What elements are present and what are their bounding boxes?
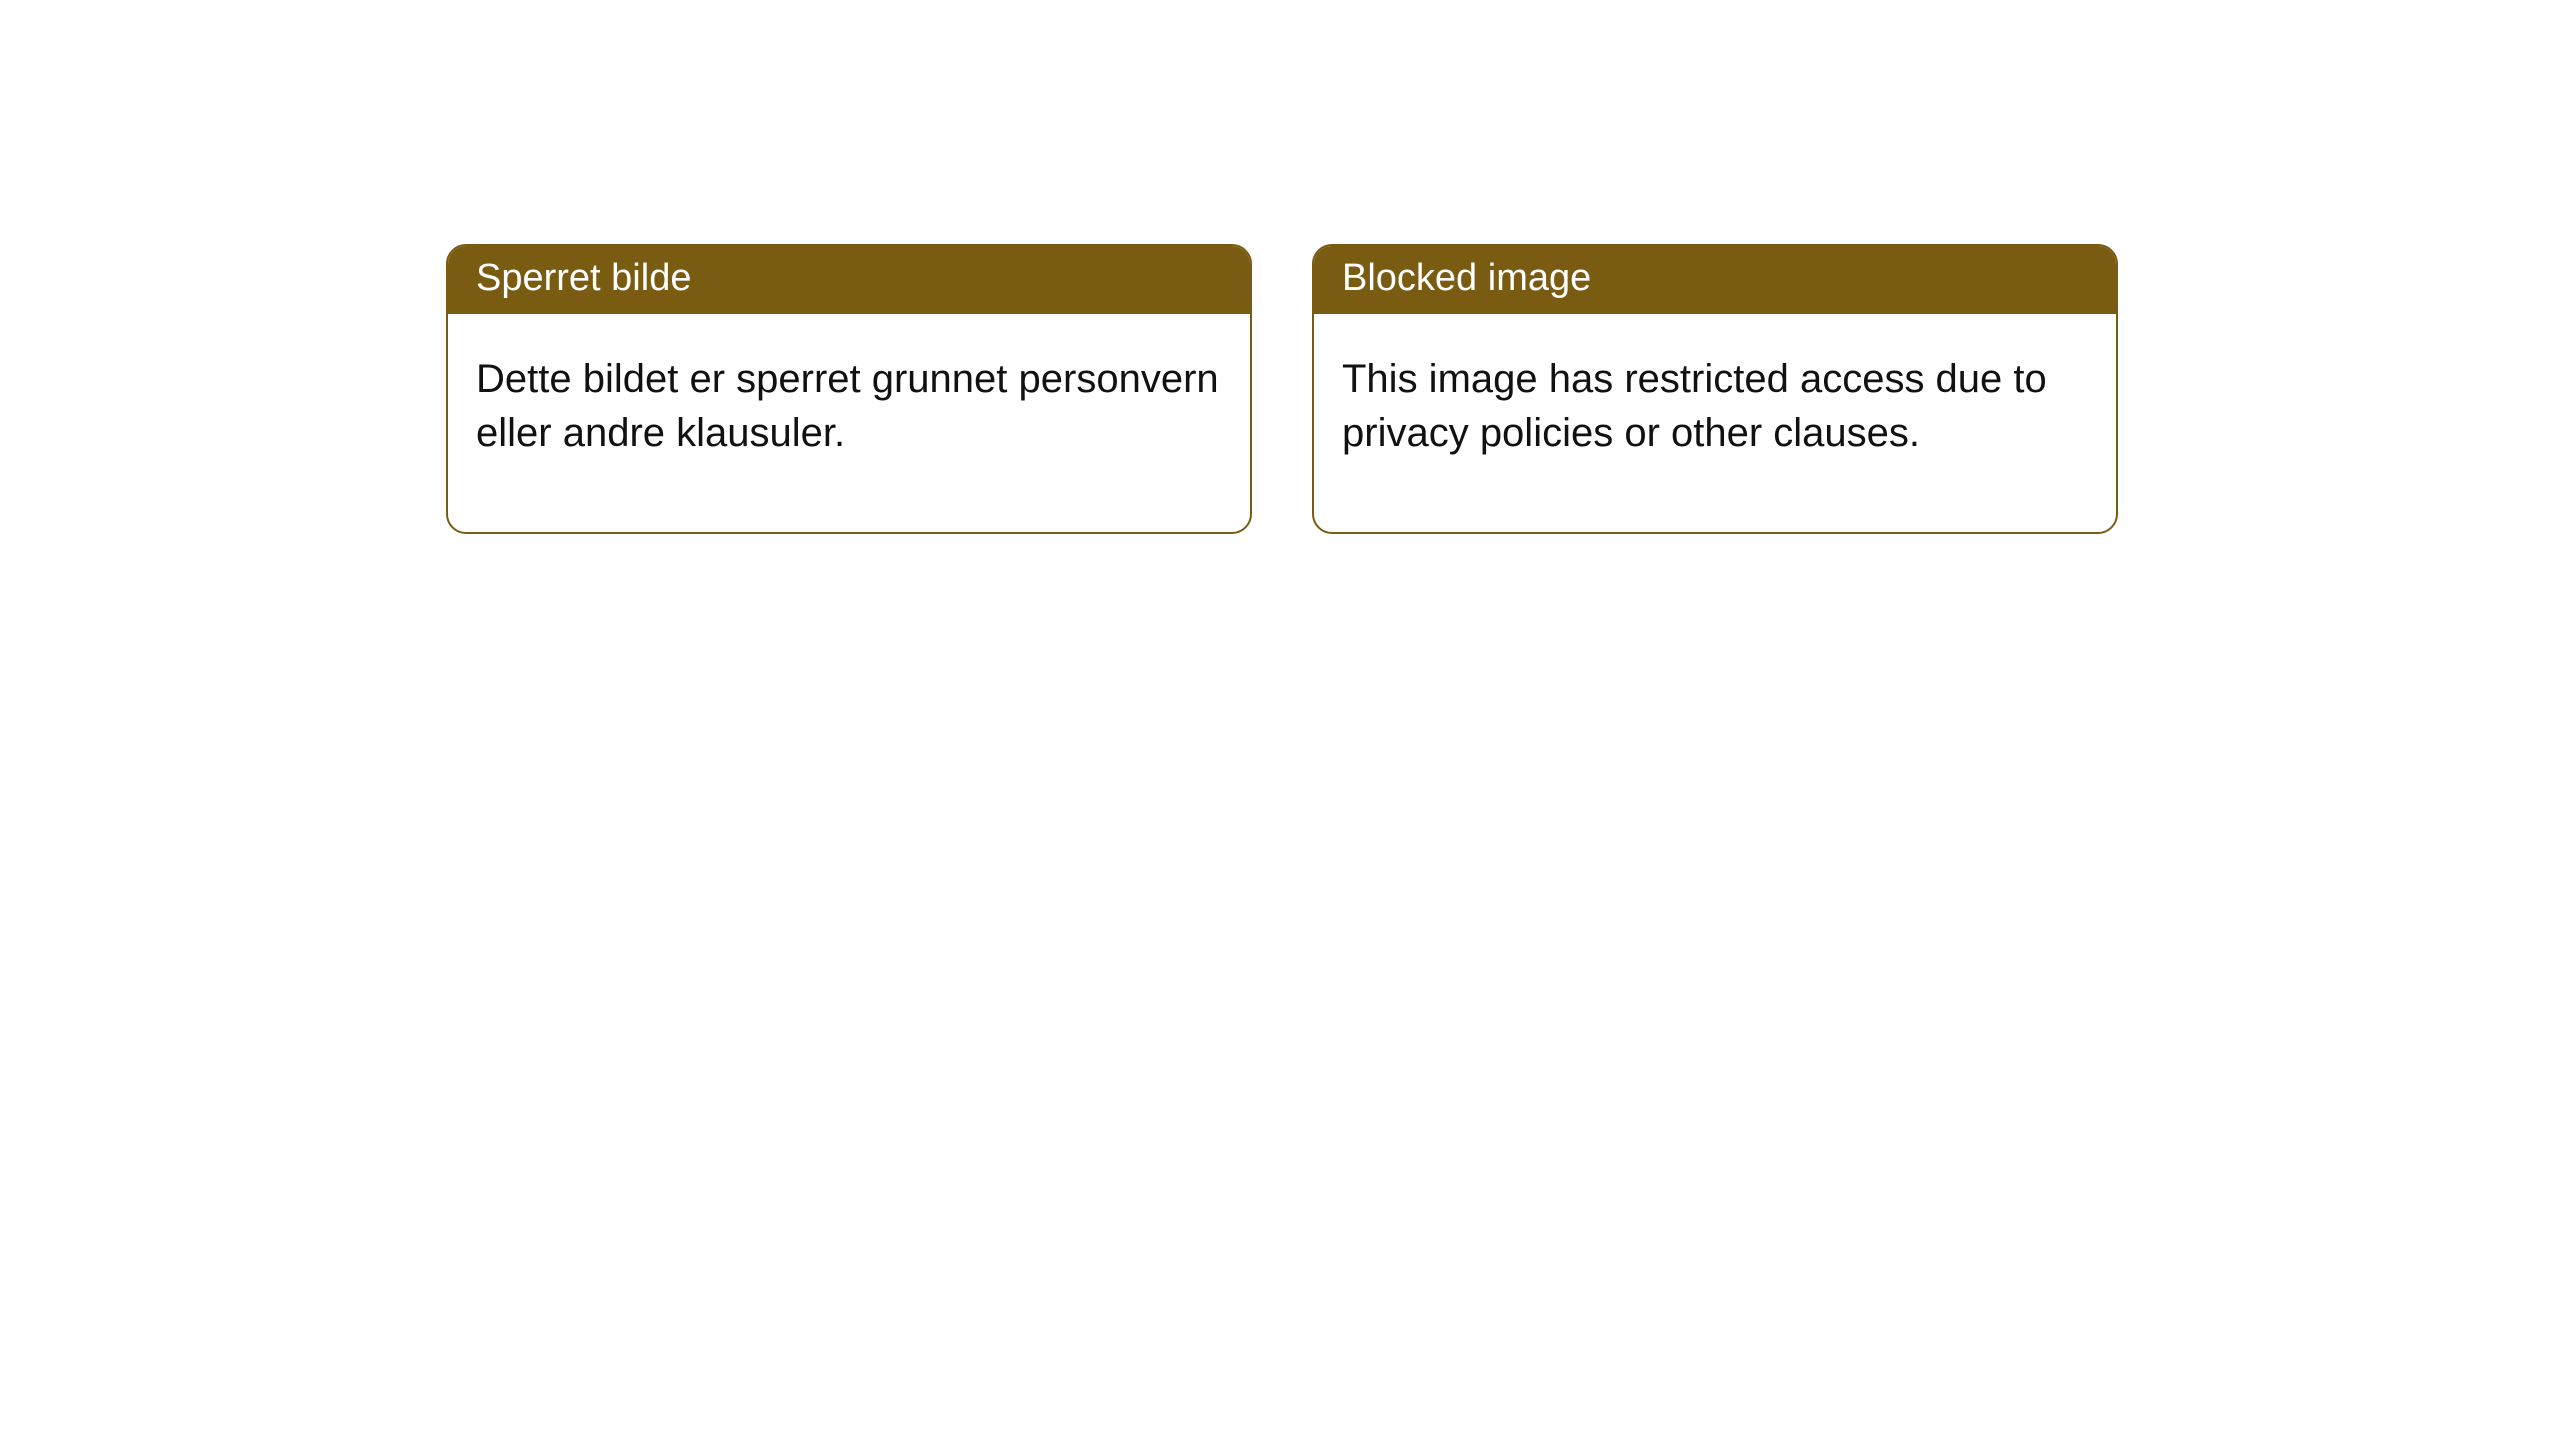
notice-card-body: Dette bildet er sperret grunnet personve… [448,314,1250,532]
notice-card-en: Blocked image This image has restricted … [1312,244,2118,534]
notice-card-no: Sperret bilde Dette bildet er sperret gr… [446,244,1252,534]
notice-card-body: This image has restricted access due to … [1314,314,2116,532]
notice-card-title: Sperret bilde [448,246,1250,314]
notice-container: Sperret bilde Dette bildet er sperret gr… [0,0,2560,534]
notice-card-title: Blocked image [1314,246,2116,314]
